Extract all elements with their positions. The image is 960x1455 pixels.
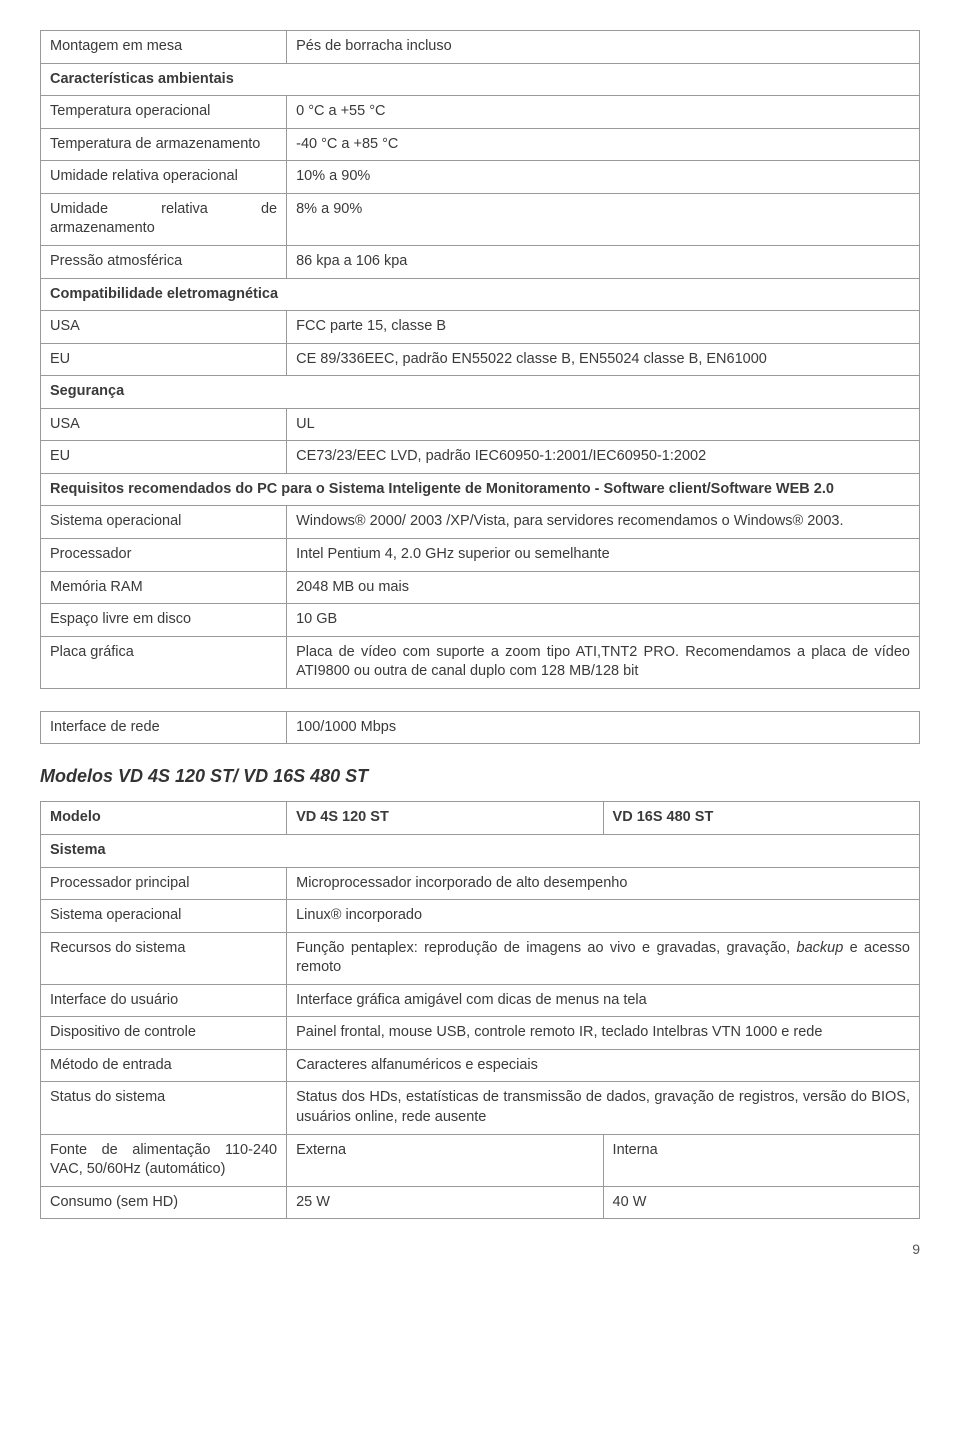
spec-label: Interface do usuário	[41, 984, 287, 1017]
spec-value: Placa de vídeo com suporte a zoom tipo A…	[287, 636, 920, 688]
table-row: Segurança	[41, 376, 920, 409]
table-row: Requisitos recomendados do PC para o Sis…	[41, 473, 920, 506]
section-header-cell: Compatibilidade eletromagnética	[41, 278, 920, 311]
spec-table-2: ModeloVD 4S 120 STVD 16S 480 STSistemaPr…	[40, 801, 920, 1219]
spec-value: Microprocessador incorporado de alto des…	[287, 867, 920, 900]
spec-label: Status do sistema	[41, 1082, 287, 1134]
table-row: Recursos do sistemaFunção pentaplex: rep…	[41, 932, 920, 984]
spec-label: Recursos do sistema	[41, 932, 287, 984]
table-row: Compatibilidade eletromagnética	[41, 278, 920, 311]
spec-value: Painel frontal, mouse USB, controle remo…	[287, 1017, 920, 1050]
spec-value: Status dos HDs, estatísticas de transmis…	[287, 1082, 920, 1134]
spec-label: Placa gráfica	[41, 636, 287, 688]
spec-value: Interface gráfica amigável com dicas de …	[287, 984, 920, 1017]
table-row: EUCE 89/336EEC, padrão EN55022 classe B,…	[41, 343, 920, 376]
spec-label: Fonte de alimentação 110-240 VAC, 50/60H…	[41, 1134, 287, 1186]
spec-value: UL	[287, 408, 920, 441]
table-row: Temperatura de armazenamento-40 °C a +85…	[41, 128, 920, 161]
table-row: Status do sistemaStatus dos HDs, estatís…	[41, 1082, 920, 1134]
spec-value: VD 4S 120 ST	[287, 802, 603, 835]
spec-label: USA	[41, 408, 287, 441]
spec-value: 25 W	[287, 1186, 603, 1219]
spec-label: EU	[41, 343, 287, 376]
spec-label: Método de entrada	[41, 1049, 287, 1082]
table-row: Pressão atmosférica86 kpa a 106 kpa	[41, 245, 920, 278]
table-row: USAUL	[41, 408, 920, 441]
spec-label: Consumo (sem HD)	[41, 1186, 287, 1219]
spec-value: Externa	[287, 1134, 603, 1186]
spec-label: Sistema operacional	[41, 900, 287, 933]
spec-value: 40 W	[603, 1186, 919, 1219]
table-row: Espaço livre em disco10 GB	[41, 604, 920, 637]
section-header-cell: Características ambientais	[41, 63, 920, 96]
spec-value: FCC parte 15, classe B	[287, 311, 920, 344]
spec-value: Linux® incorporado	[287, 900, 920, 933]
spec-table-1: Montagem em mesaPés de borracha inclusoC…	[40, 30, 920, 689]
table-row: Processador principalMicroprocessador in…	[41, 867, 920, 900]
model-heading: Modelos VD 4S 120 ST/ VD 16S 480 ST	[40, 766, 920, 787]
table-row: Temperatura operacional0 °C a +55 °C	[41, 96, 920, 129]
spec-label: Montagem em mesa	[41, 31, 287, 64]
spec-label: Temperatura operacional	[41, 96, 287, 129]
spec-value: Pés de borracha incluso	[287, 31, 920, 64]
spec-label: Processador	[41, 539, 287, 572]
spec-label: Processador principal	[41, 867, 287, 900]
spec-value: 0 °C a +55 °C	[287, 96, 920, 129]
spec-value: -40 °C a +85 °C	[287, 128, 920, 161]
spec-label: Espaço livre em disco	[41, 604, 287, 637]
section-header-cell: Requisitos recomendados do PC para o Sis…	[41, 473, 920, 506]
section-header-cell: Segurança	[41, 376, 920, 409]
table-row: Sistema operacionalWindows® 2000/ 2003 /…	[41, 506, 920, 539]
spec-value: 86 kpa a 106 kpa	[287, 245, 920, 278]
spec-value: Intel Pentium 4, 2.0 GHz superior ou sem…	[287, 539, 920, 572]
spec-label: Dispositivo de controle	[41, 1017, 287, 1050]
page-number: 9	[40, 1241, 920, 1257]
interface-table: Interface de rede 100/1000 Mbps	[40, 711, 920, 745]
spec-label: Umidade relativa de armazenamento	[41, 193, 287, 245]
spec-label: USA	[41, 311, 287, 344]
spec-value: Função pentaplex: reprodução de imagens …	[287, 932, 920, 984]
spec-value: 2048 MB ou mais	[287, 571, 920, 604]
spec-label: Sistema operacional	[41, 506, 287, 539]
table-row: Método de entradaCaracteres alfanumérico…	[41, 1049, 920, 1082]
spec-label: Temperatura de armazenamento	[41, 128, 287, 161]
interface-value: 100/1000 Mbps	[287, 711, 920, 744]
spec-value: Interna	[603, 1134, 919, 1186]
table-row: Fonte de alimentação 110-240 VAC, 50/60H…	[41, 1134, 920, 1186]
section-header-cell: Sistema	[41, 834, 920, 867]
spec-label: EU	[41, 441, 287, 474]
spec-value: 10 GB	[287, 604, 920, 637]
spec-value: 8% a 90%	[287, 193, 920, 245]
spec-label: Memória RAM	[41, 571, 287, 604]
spec-value: CE73/23/EEC LVD, padrão IEC60950-1:2001/…	[287, 441, 920, 474]
spec-value: CE 89/336EEC, padrão EN55022 classe B, E…	[287, 343, 920, 376]
spec-value: Windows® 2000/ 2003 /XP/Vista, para serv…	[287, 506, 920, 539]
spec-label: Umidade relativa operacional	[41, 161, 287, 194]
spec-value: Caracteres alfanuméricos e especiais	[287, 1049, 920, 1082]
table-row: ProcessadorIntel Pentium 4, 2.0 GHz supe…	[41, 539, 920, 572]
table-row: Dispositivo de controlePainel frontal, m…	[41, 1017, 920, 1050]
table-row: ModeloVD 4S 120 STVD 16S 480 ST	[41, 802, 920, 835]
table-row: Umidade relativa operacional10% a 90%	[41, 161, 920, 194]
table-row: Umidade relativa de armazenamento8% a 90…	[41, 193, 920, 245]
spec-label: Pressão atmosférica	[41, 245, 287, 278]
table-row: Memória RAM2048 MB ou mais	[41, 571, 920, 604]
spec-value: VD 16S 480 ST	[603, 802, 919, 835]
table-row: USAFCC parte 15, classe B	[41, 311, 920, 344]
table-row: Características ambientais	[41, 63, 920, 96]
table-row: Consumo (sem HD)25 W40 W	[41, 1186, 920, 1219]
table-row: Montagem em mesaPés de borracha incluso	[41, 31, 920, 64]
spec-value: 10% a 90%	[287, 161, 920, 194]
table-row: Interface do usuárioInterface gráfica am…	[41, 984, 920, 1017]
table-row: EUCE73/23/EEC LVD, padrão IEC60950-1:200…	[41, 441, 920, 474]
interface-label: Interface de rede	[41, 711, 287, 744]
table-row: Sistema operacionalLinux® incorporado	[41, 900, 920, 933]
spec-label: Modelo	[41, 802, 287, 835]
table-row: Sistema	[41, 834, 920, 867]
table-row: Placa gráficaPlaca de vídeo com suporte …	[41, 636, 920, 688]
